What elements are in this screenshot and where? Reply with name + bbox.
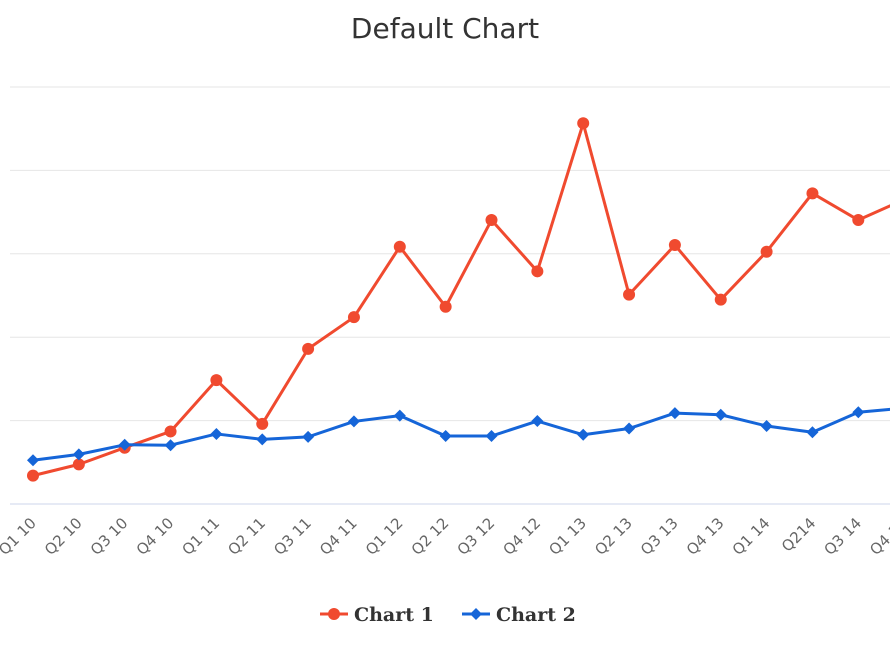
data-point[interactable] bbox=[164, 425, 177, 438]
data-point[interactable] bbox=[302, 342, 315, 355]
x-tick-label: Q2 13 bbox=[591, 514, 636, 559]
data-point[interactable] bbox=[72, 458, 85, 471]
data-point[interactable] bbox=[760, 420, 773, 433]
data-point[interactable] bbox=[393, 409, 406, 422]
legend[interactable]: Chart 1 Chart 2 bbox=[320, 604, 576, 626]
x-tick-label: Q3 13 bbox=[637, 514, 682, 559]
data-point[interactable] bbox=[531, 265, 544, 278]
data-point[interactable] bbox=[27, 469, 39, 482]
data-point[interactable] bbox=[760, 245, 773, 258]
x-tick-label: Q4 12 bbox=[499, 514, 544, 559]
x-tick-label: Q3 11 bbox=[270, 514, 315, 559]
legend-label: Chart 1 bbox=[354, 604, 434, 626]
series-line bbox=[32, 407, 890, 462]
legend-circle-marker bbox=[328, 608, 340, 620]
x-tick-label: Q214 bbox=[778, 514, 819, 555]
data-point[interactable] bbox=[256, 433, 269, 446]
x-tick-label: Q3 12 bbox=[454, 514, 499, 559]
data-point[interactable] bbox=[164, 439, 177, 452]
x-tick-label: Q4 11 bbox=[316, 514, 361, 559]
series-line bbox=[32, 121, 890, 478]
data-point[interactable] bbox=[347, 311, 360, 324]
x-tick-label: Q2 11 bbox=[224, 514, 269, 559]
data-point[interactable] bbox=[27, 454, 39, 467]
series-2 bbox=[27, 406, 890, 467]
data-point[interactable] bbox=[485, 214, 498, 227]
x-tick-label: Q1 10 bbox=[0, 514, 40, 559]
data-point[interactable] bbox=[302, 430, 315, 443]
chart-title: Default Chart bbox=[351, 12, 539, 45]
data-point[interactable] bbox=[714, 293, 727, 306]
x-tick-label: Q4 13 bbox=[683, 514, 728, 559]
legend-item-chart-2[interactable]: Chart 2 bbox=[462, 604, 576, 626]
data-point[interactable] bbox=[577, 117, 590, 130]
data-point[interactable] bbox=[118, 438, 131, 451]
legend-diamond-marker bbox=[470, 608, 482, 620]
legend-label: Chart 2 bbox=[496, 604, 576, 626]
series-1 bbox=[27, 117, 890, 482]
series-layer bbox=[27, 117, 890, 482]
data-point[interactable] bbox=[806, 426, 819, 439]
data-point[interactable] bbox=[256, 417, 269, 430]
data-point[interactable] bbox=[668, 407, 681, 420]
data-point[interactable] bbox=[485, 430, 498, 443]
data-point[interactable] bbox=[210, 427, 223, 440]
data-point[interactable] bbox=[852, 406, 865, 419]
data-point[interactable] bbox=[623, 422, 636, 435]
x-tick-label: Q4 10 bbox=[133, 514, 178, 559]
x-tick-label: Q1 14 bbox=[729, 514, 774, 559]
data-point[interactable] bbox=[439, 430, 452, 443]
x-tick-label: Q1 12 bbox=[362, 514, 407, 559]
x-tick-label: Q4 14 bbox=[866, 514, 890, 559]
data-point[interactable] bbox=[806, 187, 819, 200]
data-point[interactable] bbox=[668, 239, 681, 252]
x-tick-label: Q1 11 bbox=[179, 514, 224, 559]
data-point[interactable] bbox=[72, 448, 85, 461]
data-point[interactable] bbox=[577, 428, 590, 441]
data-point[interactable] bbox=[714, 408, 727, 421]
data-point[interactable] bbox=[393, 240, 406, 253]
x-tick-label: Q1 13 bbox=[545, 514, 590, 559]
x-tick-label: Q2 12 bbox=[408, 514, 453, 559]
x-tick-label: Q3 14 bbox=[820, 514, 865, 559]
data-point[interactable] bbox=[623, 288, 636, 301]
data-point[interactable] bbox=[531, 415, 544, 428]
legend-item-chart-1[interactable]: Chart 1 bbox=[320, 604, 434, 626]
grid-lines bbox=[10, 86, 890, 505]
data-point[interactable] bbox=[439, 300, 452, 313]
x-tick-label: Q2 10 bbox=[41, 514, 86, 559]
x-tick-label: Q3 10 bbox=[87, 514, 132, 559]
data-point[interactable] bbox=[210, 374, 223, 387]
x-axis-tick-labels: Q1 10 Q2 10 Q3 10 Q4 10 Q1 11 Q2 11 Q3 11 Q4 11… bbox=[0, 514, 890, 559]
data-point[interactable] bbox=[852, 214, 865, 227]
data-point[interactable] bbox=[347, 415, 360, 428]
